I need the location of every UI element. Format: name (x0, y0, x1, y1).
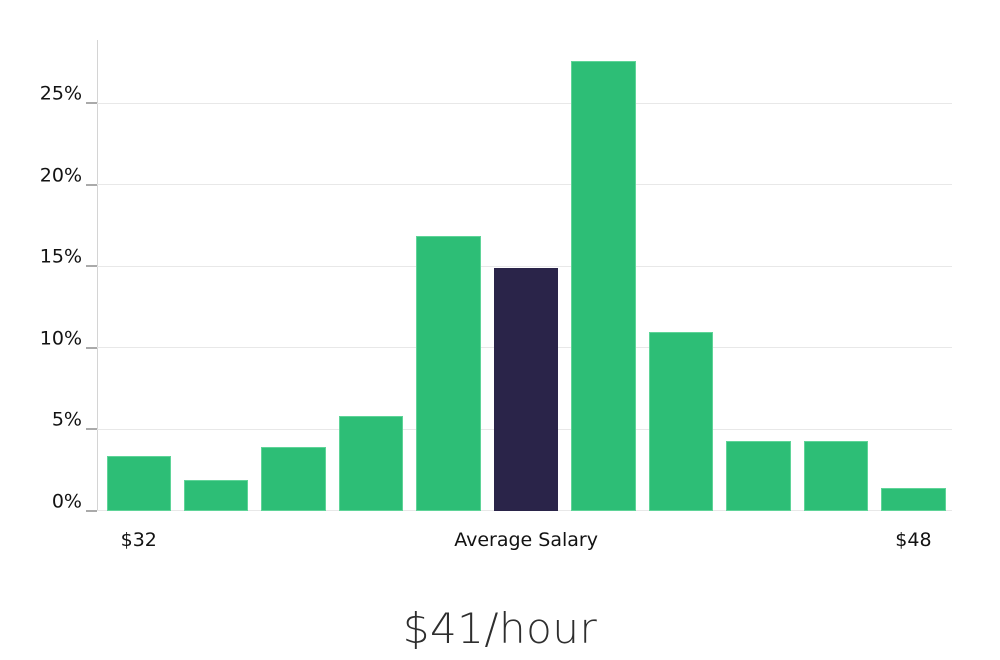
y-tick-label: 5% (51, 408, 82, 431)
y-tick-label: 10% (39, 327, 82, 350)
histogram-bar[interactable] (261, 447, 326, 511)
average-salary-bar[interactable] (493, 268, 559, 511)
histogram-bar[interactable] (338, 416, 404, 511)
y-tick-label: 25% (39, 82, 82, 105)
histogram-bar[interactable] (648, 331, 714, 511)
plot-area: 0% 5% 10% 15% 20% 25% $32 Average Salary $48 (40, 40, 952, 551)
average-salary-annotation: $41/hour (402, 604, 598, 653)
x-axis-label: $48 (895, 529, 932, 551)
y-axis-tick (86, 509, 97, 512)
gridline (97, 184, 952, 186)
y-tick-label: 15% (39, 245, 82, 268)
x-axis-label: Average Salary (454, 529, 598, 551)
histogram-bar[interactable] (416, 235, 481, 511)
histogram-bar[interactable] (881, 488, 946, 511)
y-axis-tick (86, 102, 97, 105)
histogram-bar[interactable] (571, 61, 636, 511)
histogram-bar[interactable] (726, 440, 791, 511)
y-axis-tick (86, 183, 97, 186)
y-axis-line (97, 40, 98, 511)
y-tick-label: 0% (51, 490, 82, 512)
y-axis-tick (86, 428, 97, 431)
y-axis-tick (86, 265, 97, 268)
histogram-bar[interactable] (106, 455, 171, 511)
y-tick-label: 20% (39, 164, 82, 187)
x-axis-label: $32 (120, 529, 157, 551)
y-axis-tick (86, 346, 97, 349)
gridline (97, 265, 952, 267)
gridline (97, 102, 952, 104)
histogram-bar[interactable] (803, 440, 869, 511)
histogram-bar[interactable] (183, 480, 249, 511)
